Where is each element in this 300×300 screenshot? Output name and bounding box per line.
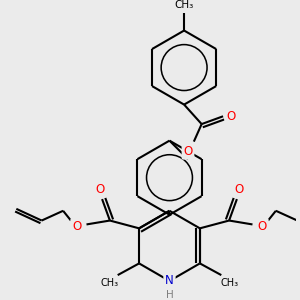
Text: N: N xyxy=(165,274,174,287)
Text: O: O xyxy=(226,110,236,123)
Text: O: O xyxy=(95,183,105,196)
Text: H: H xyxy=(166,290,173,300)
Text: O: O xyxy=(183,145,193,158)
Text: O: O xyxy=(258,220,267,233)
Text: O: O xyxy=(72,220,81,233)
Text: O: O xyxy=(234,183,244,196)
Text: CH₃: CH₃ xyxy=(220,278,238,288)
Text: CH₃: CH₃ xyxy=(101,278,119,288)
Text: CH₃: CH₃ xyxy=(175,0,194,10)
